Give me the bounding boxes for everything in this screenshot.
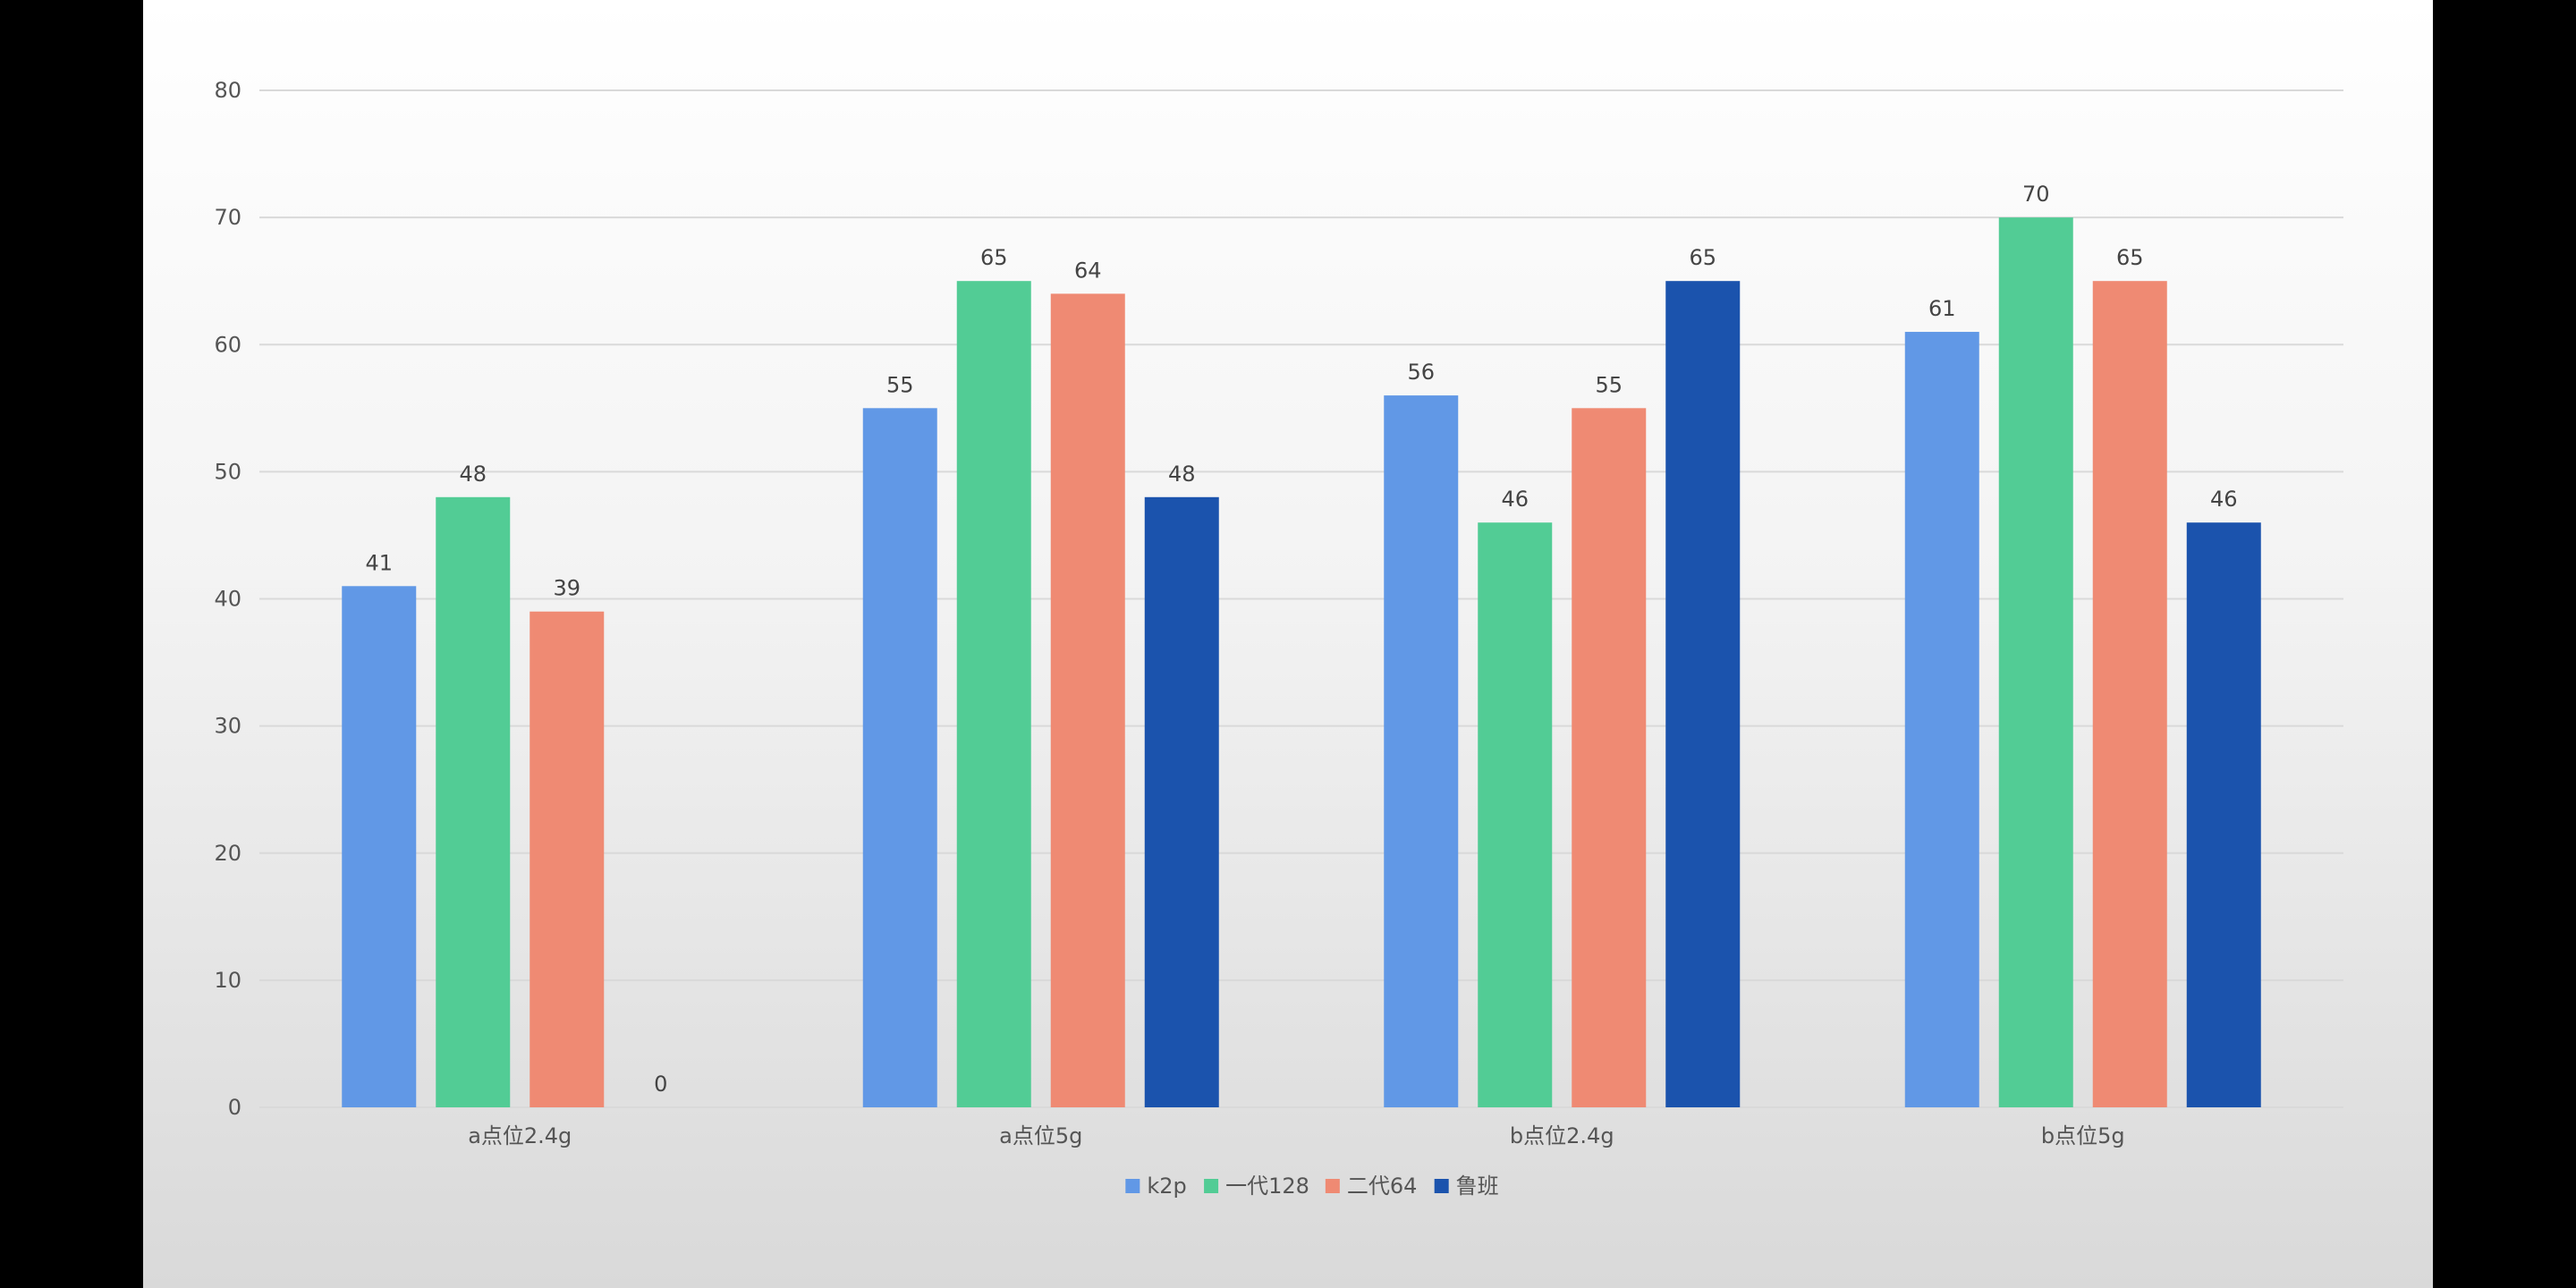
y-tick-label: 50 xyxy=(214,459,242,484)
data-label: 64 xyxy=(1074,258,1102,283)
bar-chart: 0 10 20 30 40 50 60 70 80 41 48 39 0 a点位2.4g 55 65 64 48 a… xyxy=(214,78,2343,1199)
bar xyxy=(530,611,605,1107)
data-label: 48 xyxy=(459,462,487,487)
legend-label: 鲁班 xyxy=(1456,1174,1499,1199)
y-tick-label: 80 xyxy=(214,78,242,103)
bar xyxy=(1050,293,1125,1107)
y-tick-label: 10 xyxy=(214,968,242,993)
bar xyxy=(1572,408,1647,1107)
data-label: 48 xyxy=(1168,462,1196,487)
y-tick-label: 0 xyxy=(228,1095,242,1120)
data-label: 55 xyxy=(1595,372,1623,397)
bar xyxy=(2092,281,2167,1107)
bar xyxy=(2186,522,2261,1107)
legend-swatch xyxy=(1125,1179,1140,1193)
bar xyxy=(1904,332,1979,1108)
data-label: 46 xyxy=(1501,487,1529,512)
data-label: 39 xyxy=(553,576,580,601)
y-tick-label: 70 xyxy=(214,205,242,230)
bar xyxy=(1384,395,1459,1108)
y-tick-label: 40 xyxy=(214,587,242,612)
data-label: 70 xyxy=(2022,182,2050,207)
data-label: 65 xyxy=(1689,245,1716,270)
legend-swatch xyxy=(1434,1179,1449,1193)
y-tick-label: 20 xyxy=(214,841,242,866)
legend-swatch xyxy=(1204,1179,1219,1193)
bar xyxy=(436,496,511,1107)
data-label: 56 xyxy=(1407,360,1435,385)
data-label: 55 xyxy=(886,372,914,397)
chart-slide: 0 10 20 30 40 50 60 70 80 41 48 39 0 a点位2.4g 55 65 64 48 a… xyxy=(143,0,2433,1288)
legend-label: 二代64 xyxy=(1347,1174,1418,1199)
legend-label: k2p xyxy=(1147,1174,1186,1199)
x-category-label: b点位5g xyxy=(2041,1123,2125,1148)
bar xyxy=(1998,217,2073,1107)
y-tick-label: 60 xyxy=(214,332,242,357)
bar xyxy=(1144,496,1219,1107)
x-category-label: a点位2.4g xyxy=(468,1123,572,1148)
x-category-label: a点位5g xyxy=(999,1123,1082,1148)
x-category-label: b点位2.4g xyxy=(1510,1123,1614,1148)
data-label: 65 xyxy=(2116,245,2144,270)
bar xyxy=(1665,281,1741,1107)
data-label: 41 xyxy=(365,550,393,575)
bar xyxy=(1478,522,1553,1107)
data-label: 46 xyxy=(2210,487,2238,512)
data-label: 0 xyxy=(654,1072,667,1097)
data-label: 65 xyxy=(980,245,1008,270)
data-label: 61 xyxy=(1928,296,1956,321)
y-tick-label: 30 xyxy=(214,714,242,739)
legend-label: 一代128 xyxy=(1225,1174,1309,1199)
legend-swatch xyxy=(1325,1179,1340,1193)
bar xyxy=(956,281,1031,1107)
bar xyxy=(342,586,417,1107)
bar xyxy=(862,408,937,1107)
